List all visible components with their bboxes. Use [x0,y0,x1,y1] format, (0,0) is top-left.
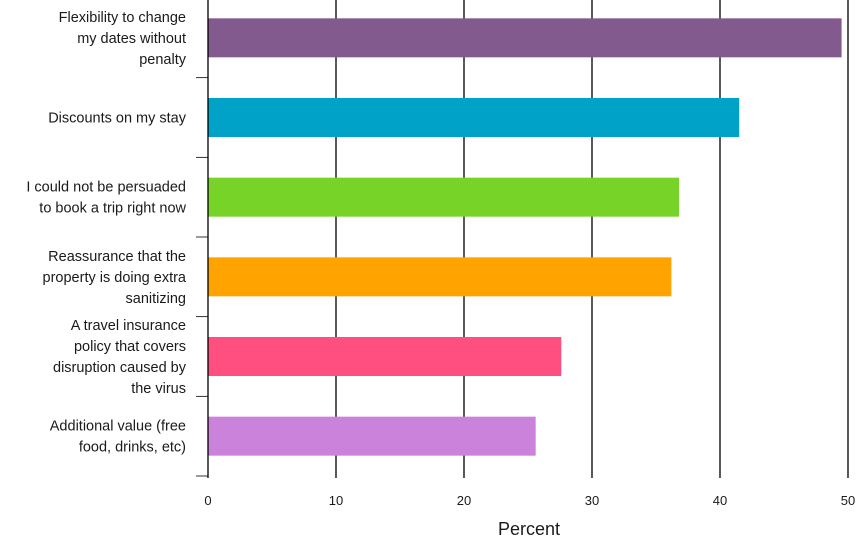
bar-1 [208,18,842,58]
category-label-line: the virus [131,381,186,397]
category-label-line: sanitizing [126,291,186,307]
category-label-line: A travel insurance [71,318,186,334]
bar-5 [208,337,562,376]
x-tick-label: 20 [457,493,471,508]
category-label-line: to book a trip right now [39,201,186,217]
category-label-line: Additional value (free [50,419,186,435]
category-label: Additional value (free food, drinks, etc) [50,419,186,456]
bar-2 [208,98,740,137]
category-label-line: property is doing extra [43,270,187,286]
category-label-line: disruption caused by [53,360,187,376]
category-label-line: Flexibility to change [59,10,186,26]
category-label: Reassurance that the property is doing ex… [43,249,187,307]
category-labels: Flexibility to change my dates without pen… [26,10,187,456]
x-tick-label: 50 [841,493,855,508]
category-label-line: my dates without [77,31,186,47]
x-tick-label: 10 [329,493,343,508]
category-label-line: Discounts on my stay [48,111,187,127]
category-label: A travel insurance policy that covers disr… [53,318,187,397]
x-axis-title: Percent [498,519,560,539]
bars [208,18,842,456]
bar-4 [208,257,672,297]
tick-labels: 0 10 20 30 40 50 [204,493,855,508]
x-tick-label: 40 [713,493,727,508]
category-label: Flexibility to change my dates without pen… [59,10,187,68]
category-label-line: Reassurance that the [48,249,186,265]
bar-3 [208,177,680,217]
category-label-line: I could not be persuaded [26,180,186,196]
category-label: I could not be persuaded to book a trip r… [26,180,186,217]
x-tick-label: 0 [204,493,211,508]
category-label-line: food, drinks, etc) [79,440,186,456]
category-label: Discounts on my stay [48,111,187,127]
category-label-line: policy that covers [74,339,186,355]
axes [196,0,209,478]
x-tick-label: 30 [585,493,599,508]
bar-6 [208,416,536,456]
gridlines [335,0,849,478]
category-label-line: penalty [139,52,187,68]
